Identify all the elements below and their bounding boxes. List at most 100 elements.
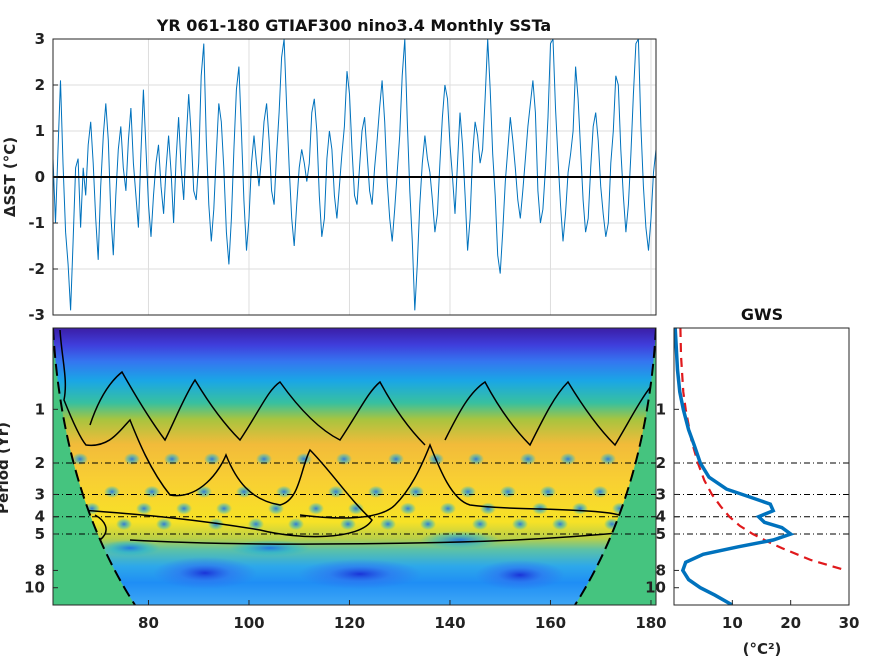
x-tick-label: 30	[839, 614, 860, 632]
y-tick-label: 0	[35, 168, 45, 186]
y-tick-label: 8	[35, 561, 45, 579]
y-tick-label: 1	[656, 400, 666, 418]
low-power-spot	[480, 502, 496, 515]
x-tick-label: 120	[334, 614, 365, 632]
low-power-spot	[552, 518, 568, 531]
low-power-spot	[500, 485, 516, 498]
x-tick-label: 140	[434, 614, 465, 632]
gws-x-ticks: 10 20 30	[722, 600, 860, 632]
significance-contour	[59, 329, 373, 541]
low-power-spot	[308, 502, 324, 515]
low-power-spot	[72, 453, 88, 466]
timeseries-y-ticks: -3 -2 -1 0 1 2 3	[28, 30, 58, 324]
gws-y-ticks: 1 2 3 45 810	[645, 400, 679, 597]
significance-contour	[299, 442, 649, 541]
y-tick-label: 1	[35, 122, 45, 140]
low-power-spot	[124, 453, 140, 466]
y-tick-label: 5	[656, 525, 666, 543]
cone-of-influence-line	[574, 328, 656, 605]
low-power-spot	[144, 485, 160, 498]
low-power-spot	[600, 453, 616, 466]
low-power-spot	[288, 518, 304, 531]
low-power-spot	[540, 485, 556, 498]
wavelet-y-label: Period (Yr)	[0, 422, 12, 514]
y-tick-label: 1	[35, 400, 45, 418]
significance-contour	[129, 529, 651, 545]
y-tick-label: 4	[35, 508, 45, 526]
low-power-spot	[368, 485, 384, 498]
cone-of-influence-line	[53, 328, 136, 605]
low-power-spot	[520, 453, 536, 466]
low-power-blob	[100, 540, 160, 556]
low-power-spot	[104, 485, 120, 498]
low-power-spot	[256, 453, 272, 466]
low-power-spot	[560, 453, 576, 466]
low-power-spot	[136, 502, 152, 515]
low-power-spot	[216, 502, 232, 515]
y-tick-label: 2	[656, 454, 666, 472]
gws-axes-box	[673, 327, 850, 606]
low-power-spot	[340, 518, 356, 531]
x-tick-label: 10	[722, 614, 743, 632]
low-power-spot	[408, 485, 424, 498]
low-power-spot	[156, 518, 172, 531]
y-tick-label: 3	[656, 485, 666, 503]
y-tick-label: 10	[645, 579, 666, 597]
y-tick-label: 8	[656, 561, 666, 579]
gws-x-label: (°C²)	[743, 640, 782, 656]
low-power-spot	[380, 518, 396, 531]
y-tick-label: 10	[24, 579, 45, 597]
low-power-spot	[420, 518, 436, 531]
significance-contour	[89, 370, 426, 446]
x-tick-label: 100	[233, 614, 264, 632]
y-tick-label: -2	[28, 260, 45, 278]
y-tick-label: 3	[35, 30, 45, 48]
y-tick-label: 3	[35, 485, 45, 503]
low-power-spot	[472, 518, 488, 531]
x-tick-label: 180	[635, 614, 666, 632]
low-power-spot	[248, 518, 264, 531]
sst-anomaly-line	[53, 39, 656, 311]
low-power-spot	[572, 502, 588, 515]
wavelet-reference-lines	[53, 462, 656, 535]
y-tick-label: 4	[656, 508, 666, 526]
gws-title: GWS	[741, 305, 783, 324]
low-power-spot	[164, 453, 180, 466]
low-power-spot	[400, 502, 416, 515]
low-power-blob	[475, 560, 565, 590]
cone-of-influence-right	[575, 328, 656, 605]
low-power-spot	[460, 485, 476, 498]
wavelet-power-field	[53, 328, 656, 605]
y-tick-label: 2	[35, 76, 45, 94]
low-power-spot	[176, 502, 192, 515]
low-power-blob	[298, 559, 422, 589]
low-power-spot	[196, 485, 212, 498]
wavelet-axes-box	[52, 327, 657, 606]
low-power-spot	[336, 453, 352, 466]
low-power-blob	[420, 531, 500, 549]
chart-title: YR 061-180 GTIAF300 nino3.4 Monthly SSTa	[156, 16, 551, 35]
low-power-spot	[468, 453, 484, 466]
y-tick-label: -1	[28, 214, 45, 232]
y-tick-label: 5	[35, 525, 45, 543]
x-tick-label: 160	[535, 614, 566, 632]
low-power-spot	[276, 485, 292, 498]
low-power-spot	[512, 518, 528, 531]
x-tick-label: 20	[780, 614, 801, 632]
low-power-blob	[153, 557, 257, 589]
low-power-spot	[592, 485, 608, 498]
low-power-spot	[116, 518, 132, 531]
low-power-spot	[348, 502, 364, 515]
y-tick-label: 2	[35, 454, 45, 472]
cone-of-influence-left	[53, 328, 135, 605]
significance-contour	[444, 380, 653, 447]
low-power-blob	[230, 540, 310, 556]
timeseries-panel: YR 061-180 GTIAF300 nino3.4 Monthly SSTa…	[1, 16, 657, 324]
wavelet-x-ticks: 80 100 120 140 160 180	[138, 600, 667, 632]
low-power-spot	[440, 502, 456, 515]
low-power-spot	[204, 453, 220, 466]
y-tick-label: -3	[28, 306, 45, 324]
